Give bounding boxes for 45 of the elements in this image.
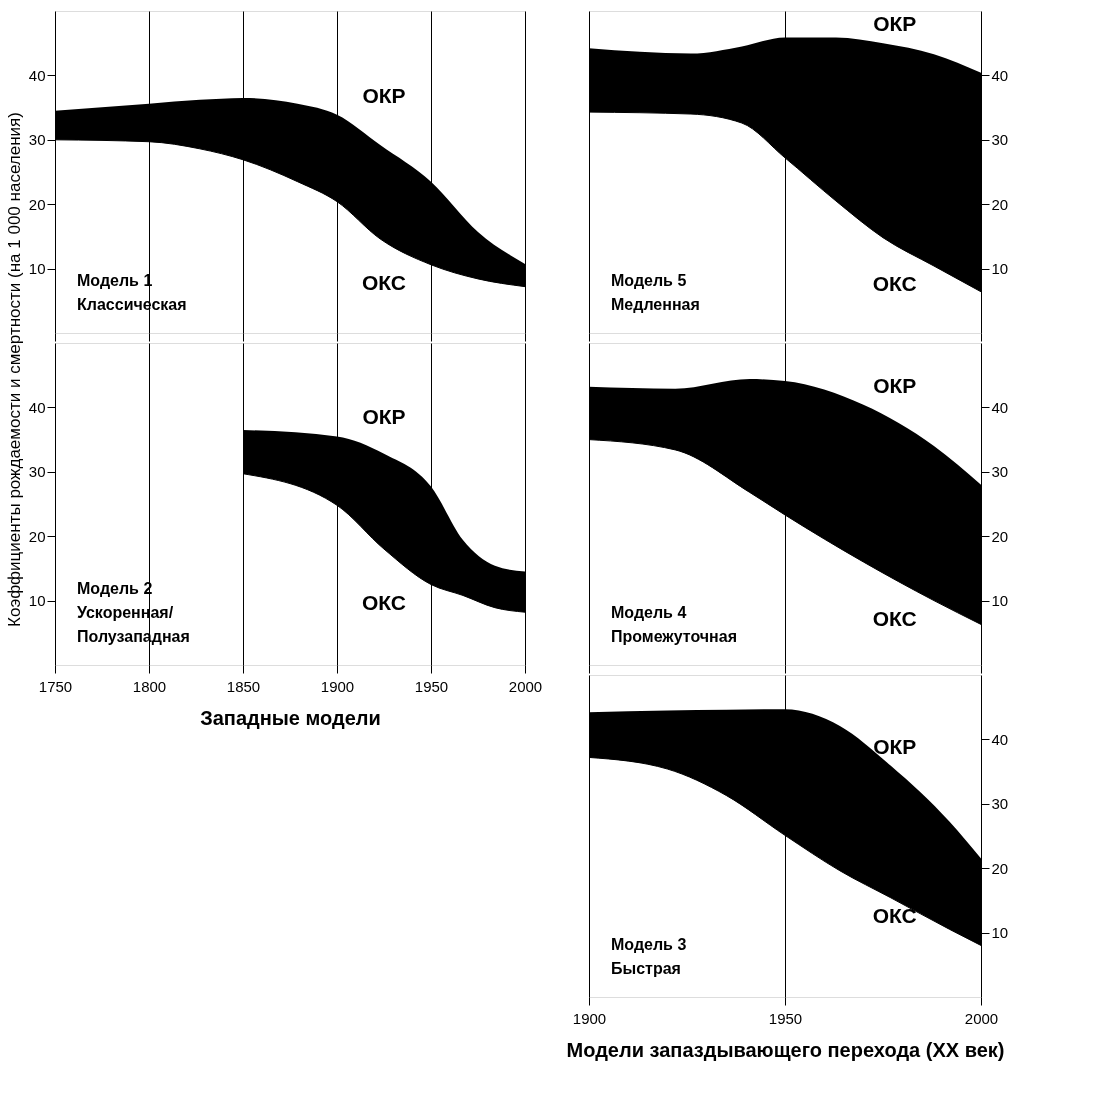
series-label: ОКС [872,903,917,927]
x-tick-label: 1750 [38,677,73,695]
x-axis-title: Модели запаздывающего перехода (XX век) [566,1038,1005,1061]
y2-tick-label: 30 [991,463,1009,481]
y2-tick-label: 10 [991,260,1009,278]
y2-tick-label: 30 [991,795,1009,813]
series-label: ОКС [361,270,407,294]
y-tick-label: 40 [28,398,46,416]
y-tick-label: 40 [28,66,46,84]
series-label: ОКР [362,83,406,107]
y2-tick-label: 40 [991,66,1009,84]
y-tick-label: 30 [28,463,46,481]
series-label: ОКР [873,734,917,758]
series-label: ОКС [361,590,407,614]
annotation: Модель 4 Промежуточная [611,604,737,645]
x-tick-label: 1850 [226,677,261,695]
y-tick-label: 20 [28,195,46,213]
y-tick-label: 30 [28,131,46,149]
x-tick-label: 2000 [508,677,543,695]
y2-tick-label: 10 [991,924,1009,942]
y2-tick-label: 30 [991,131,1009,149]
y2-tick-label: 10 [991,592,1009,610]
y-tick-label: 10 [28,592,46,610]
series-label: ОКР [362,405,406,429]
y2-tick-label: 40 [991,398,1009,416]
x-tick-label: 1950 [768,1009,803,1027]
y2-tick-label: 20 [991,195,1009,213]
series-label: ОКС [872,272,917,296]
annotation: Модель 3 Быстрая [611,936,687,977]
y2-tick-label: 20 [991,527,1009,545]
x-axis-title: Западные модели [200,706,381,729]
x-tick-label: 1900 [320,677,355,695]
x-tick-label: 1900 [572,1009,607,1027]
y-tick-label: 10 [28,260,46,278]
y-axis-title: Коэффициенты рождаемости и смертности (на 1 000 населения) [4,112,24,627]
series-label: ОКС [872,606,917,630]
series-label: ОКР [873,373,917,397]
y2-tick-label: 20 [991,859,1009,877]
series-label: ОКР [873,12,917,36]
y2-tick-label: 40 [991,730,1009,748]
annotation: Модель 5 Медленная [611,272,700,313]
x-tick-label: 1950 [414,677,449,695]
x-tick-label: 2000 [964,1009,999,1027]
x-tick-label: 1800 [132,677,167,695]
y-tick-label: 20 [28,527,46,545]
